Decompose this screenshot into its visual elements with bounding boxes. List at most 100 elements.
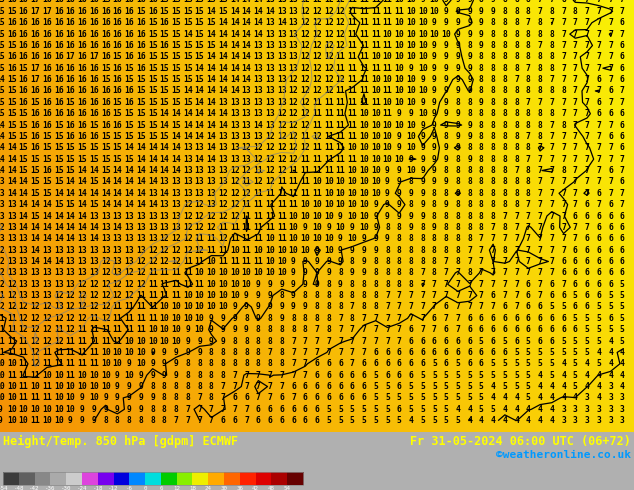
- Text: 10: 10: [335, 200, 346, 209]
- Text: 8: 8: [455, 177, 460, 186]
- Text: 7: 7: [197, 393, 202, 402]
- Text: 7: 7: [502, 234, 507, 243]
- Text: 11: 11: [230, 223, 240, 232]
- Text: 6: 6: [514, 314, 519, 323]
- Text: 14: 14: [242, 64, 252, 73]
- Text: 13: 13: [54, 269, 63, 277]
- Text: 12: 12: [324, 0, 333, 4]
- Text: 10: 10: [394, 18, 404, 27]
- Text: 5: 5: [550, 348, 554, 357]
- Text: 15: 15: [101, 132, 110, 141]
- Text: 9: 9: [303, 269, 307, 277]
- Text: 8: 8: [385, 223, 390, 232]
- Text: 11: 11: [371, 98, 380, 107]
- Text: 14: 14: [171, 143, 181, 152]
- Text: 8: 8: [502, 143, 507, 152]
- Text: 4: 4: [538, 370, 543, 380]
- Text: 8: 8: [491, 121, 496, 129]
- Text: 3: 3: [620, 416, 624, 425]
- Text: 15: 15: [112, 52, 122, 61]
- Text: 11: 11: [183, 269, 193, 277]
- Text: 11: 11: [18, 348, 29, 357]
- Text: 6: 6: [620, 18, 624, 27]
- Text: 7: 7: [620, 155, 624, 164]
- Text: 5: 5: [561, 337, 566, 345]
- Text: 16: 16: [77, 75, 87, 84]
- Text: 13: 13: [288, 29, 299, 39]
- Text: 11: 11: [242, 257, 252, 266]
- Text: Fr 31-05-2024 06:00 UTC (06+72): Fr 31-05-2024 06:00 UTC (06+72): [410, 435, 631, 448]
- Text: 14: 14: [230, 86, 240, 96]
- Text: 6: 6: [561, 291, 566, 300]
- Text: 10: 10: [77, 370, 87, 380]
- Text: 10: 10: [371, 155, 380, 164]
- Text: 10: 10: [0, 393, 5, 402]
- Text: 16: 16: [54, 64, 63, 73]
- Text: 12: 12: [136, 257, 146, 266]
- Text: 7: 7: [538, 155, 543, 164]
- Text: 16: 16: [89, 29, 99, 39]
- Text: 11: 11: [7, 314, 16, 323]
- Text: 8: 8: [491, 64, 496, 73]
- Text: 10: 10: [371, 75, 380, 84]
- Text: 12: 12: [171, 234, 181, 243]
- Text: 7: 7: [608, 177, 613, 186]
- Text: 8: 8: [526, 0, 531, 4]
- Text: 10: 10: [394, 29, 404, 39]
- Text: 7: 7: [479, 234, 484, 243]
- Text: 10: 10: [359, 223, 369, 232]
- Text: 7: 7: [573, 109, 578, 118]
- Text: 12: 12: [265, 166, 275, 175]
- Text: 8: 8: [444, 212, 449, 220]
- Text: 13: 13: [148, 223, 157, 232]
- Text: 7: 7: [608, 189, 613, 198]
- Text: 7: 7: [479, 257, 484, 266]
- Text: 12: 12: [312, 64, 322, 73]
- Text: 8: 8: [502, 132, 507, 141]
- Text: 9: 9: [397, 212, 401, 220]
- Text: 15: 15: [30, 189, 40, 198]
- Text: 7: 7: [479, 291, 484, 300]
- Text: 13: 13: [171, 200, 181, 209]
- Text: 16: 16: [124, 0, 134, 4]
- Text: 14: 14: [18, 177, 29, 186]
- Text: 8: 8: [209, 359, 214, 368]
- Text: 8: 8: [280, 325, 284, 334]
- Text: 16: 16: [101, 52, 110, 61]
- Text: 6: 6: [561, 269, 566, 277]
- Text: 14: 14: [218, 86, 228, 96]
- Text: 12: 12: [288, 132, 299, 141]
- Text: 5: 5: [444, 370, 449, 380]
- Text: 8: 8: [174, 382, 179, 391]
- Text: 8: 8: [150, 382, 155, 391]
- Text: 16: 16: [54, 86, 63, 96]
- Text: 6: 6: [479, 359, 484, 368]
- Text: 6: 6: [491, 314, 496, 323]
- Text: 12: 12: [288, 75, 299, 84]
- Text: 14: 14: [101, 189, 110, 198]
- Text: 10: 10: [324, 234, 333, 243]
- Text: 9: 9: [397, 132, 401, 141]
- Text: 10: 10: [406, 0, 416, 4]
- Text: 8: 8: [291, 325, 296, 334]
- Text: 12: 12: [230, 189, 240, 198]
- Text: 7: 7: [397, 325, 401, 334]
- Text: 7: 7: [455, 269, 460, 277]
- Text: 14: 14: [54, 234, 63, 243]
- Text: 11: 11: [171, 269, 181, 277]
- Text: 8: 8: [373, 269, 378, 277]
- Text: 8: 8: [526, 52, 531, 61]
- Text: 16: 16: [18, 98, 29, 107]
- Text: 9: 9: [455, 64, 460, 73]
- Text: 7: 7: [538, 269, 543, 277]
- Text: 4: 4: [538, 382, 543, 391]
- Text: 7: 7: [314, 337, 320, 345]
- Text: 9: 9: [221, 337, 226, 345]
- Text: 16: 16: [136, 41, 146, 50]
- Text: 12: 12: [77, 280, 87, 289]
- Text: 14: 14: [136, 200, 146, 209]
- Text: 10: 10: [30, 382, 40, 391]
- Text: 7: 7: [280, 382, 284, 391]
- Text: 5: 5: [573, 370, 578, 380]
- Text: 7: 7: [420, 269, 425, 277]
